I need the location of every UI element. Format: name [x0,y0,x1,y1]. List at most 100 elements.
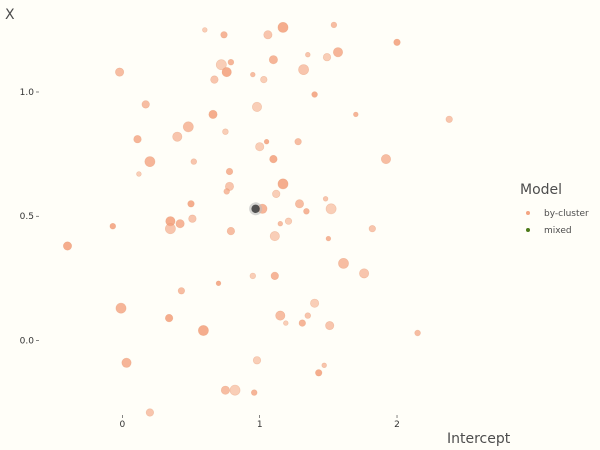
scatter-point-by-cluster [330,21,338,29]
scatter-point-by-cluster [270,271,279,281]
legend: Model by-cluster mixed [520,182,589,236]
scatter-point-by-cluster [325,321,335,331]
scatter-point-by-cluster [303,208,310,215]
scatter-point-by-cluster [315,369,323,377]
scatter-point-by-cluster [277,21,289,33]
scatter-point-by-cluster [202,27,208,33]
scatter-point-by-cluster [115,302,127,314]
scatter-point-by-cluster [133,135,142,144]
x-axis-ticks: 0 1 2 [120,415,400,430]
y-tick-label: 0.0 [20,336,35,346]
scatter-point-by-cluster [368,225,376,233]
scatter-point-by-cluster [269,155,278,164]
scatter-point-by-cluster [332,47,343,58]
scatter-point-by-cluster [164,223,176,235]
scatter-point-by-cluster [109,223,117,230]
scatter-point-by-cluster [227,58,235,66]
scatter-point-by-cluster [255,142,265,152]
scatter-point-by-cluster [223,188,230,195]
scatter-point-by-cluster [175,219,185,229]
scatter-point-by-cluster [322,196,329,202]
legend-swatch-mixed [526,228,530,232]
legend-label-by-cluster: by-cluster [544,209,589,219]
scatter-point-by-cluster [252,356,262,365]
scatter-point-by-cluster [298,64,309,75]
scatter-point-by-cluster [283,320,289,326]
scatter-point-by-cluster [215,59,227,71]
scatter-point-by-cluster [393,38,401,46]
scatter-point-by-cluster [136,171,142,177]
scatter-point-by-cluster [284,217,293,225]
scatter-point-by-cluster [414,329,421,337]
scatter-point-by-cluster [250,71,256,78]
scatter-point-by-cluster [144,156,156,167]
x-tick-label: 1 [257,420,263,430]
scatter-point-by-cluster [338,257,349,269]
y-axis-ticks: 0.0 0.5 1.0 [20,88,39,346]
scatter-point-by-cluster [249,272,257,280]
scatter-point-by-cluster [121,357,132,368]
scatter-point-by-cluster [311,91,318,98]
legend-item-by-cluster: by-cluster [526,209,589,219]
scatter-point-by-cluster [268,55,278,65]
x-tick-label: 2 [394,420,400,430]
legend-title: Model [520,182,562,198]
scatter-point-by-cluster [445,115,453,123]
legend-label-mixed: mixed [544,226,572,236]
scatter-point-by-cluster [210,75,219,84]
scatter-point-by-cluster [165,314,174,323]
scatter-point-by-cluster [222,128,229,135]
scatter-point-by-cluster [115,67,125,77]
scatter-point-by-cluster [359,268,370,279]
scatter-point-by-cluster [277,178,289,190]
scatter-point-by-cluster [263,30,273,40]
scatter-point-by-cluster [252,101,263,112]
scatter-point-by-cluster [220,31,228,39]
scatter-point-by-cluster [188,214,197,223]
legend-swatch-by-cluster [526,211,530,215]
y-axis-title: X [5,7,15,23]
scatter-point-by-cluster [277,221,283,227]
scatter-point-by-cluster [263,139,270,145]
scatter-point-by-cluster [197,325,209,336]
series-mixed [249,202,263,216]
scatter-point-by-cluster [62,241,72,251]
scatter-point-by-cluster [310,298,320,308]
scatter-point-by-cluster [294,199,304,209]
scatter-point-by-cluster [187,200,195,208]
scatter-point-by-cluster [275,310,286,321]
scatter-point-by-cluster [225,167,234,176]
scatter-point-by-cluster [272,189,281,198]
scatter-point-by-cluster [215,280,222,286]
scatter-point-by-cluster [190,158,198,165]
y-tick-label: 1.0 [20,88,35,98]
scatter-point-by-cluster [208,109,218,119]
scatter-point-by-cluster [305,51,311,58]
scatter-point-by-cluster [322,53,332,62]
scatter-point-by-cluster [177,287,185,295]
scatter-point-by-cluster [321,362,327,368]
y-tick-label: 0.5 [20,212,34,222]
scatter-point-by-cluster [325,203,337,215]
scatter-point-by-cluster [269,231,280,242]
scatter-point-by-cluster [226,227,235,236]
scatter-point-by-cluster [353,111,359,118]
scatter-point-mixed [251,204,260,213]
scatter-point-by-cluster [229,384,241,396]
scatter-point-by-cluster [225,181,235,191]
series-by-cluster [62,21,453,417]
scatter-point-by-cluster [221,67,232,78]
scatter-point-by-cluster [304,312,311,319]
scatter-point-by-cluster [220,385,230,395]
scatter-point-by-cluster [260,75,268,84]
scatter-point-by-cluster [325,235,332,242]
scatter-point-by-cluster [141,100,150,109]
scatter-point-by-cluster [294,138,302,146]
x-axis-title: Intercept [447,431,511,447]
scatter-point-by-cluster [380,154,391,165]
scatter-point-by-cluster [182,121,194,133]
scatter-point-by-cluster [251,389,258,396]
x-tick-label: 0 [120,420,126,430]
